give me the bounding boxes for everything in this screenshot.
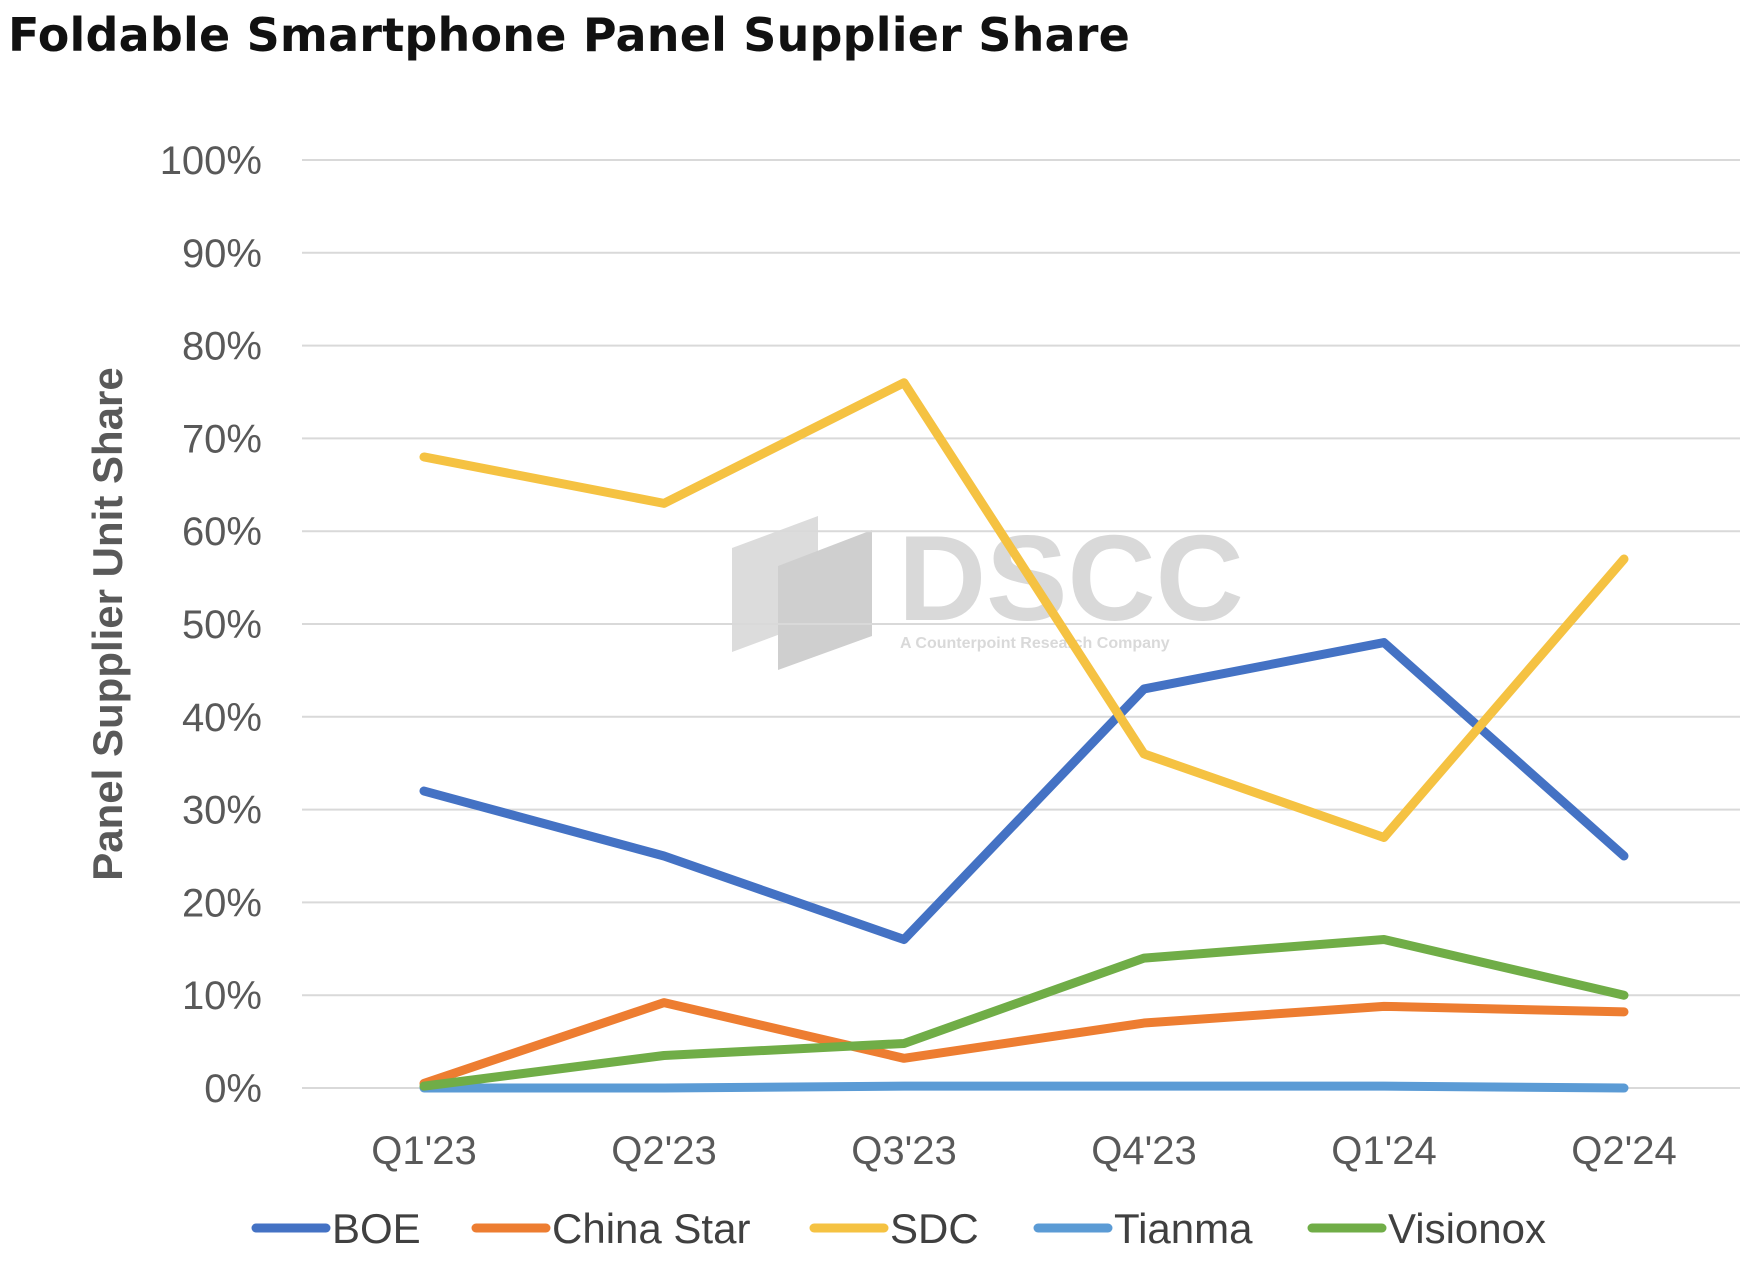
series-line-boe: [419, 638, 1629, 945]
y-tick-label: 20%: [182, 881, 262, 925]
y-tick-label: 10%: [182, 974, 262, 1018]
y-tick-label: 40%: [182, 696, 262, 740]
watermark-logo-shape: [778, 530, 872, 670]
legend-label: China Star: [552, 1205, 750, 1252]
watermark-tagline: A Counterpoint Research Company: [900, 635, 1170, 652]
y-tick-label: 50%: [182, 603, 262, 647]
legend-label: BOE: [332, 1205, 421, 1252]
legend-label: SDC: [890, 1205, 979, 1252]
series-line-tianma: [419, 1081, 1629, 1093]
x-tick-label: Q4'23: [1091, 1129, 1197, 1173]
legend-label: Tianma: [1114, 1205, 1253, 1252]
series-line-sdc: [419, 378, 1629, 842]
x-tick-label: Q2'24: [1571, 1129, 1677, 1173]
x-tick-label: Q3'23: [851, 1129, 957, 1173]
legend: BOE China Star SDC Tianma Visionox: [251, 1205, 1546, 1252]
y-tick-label: 90%: [182, 232, 262, 276]
series-line-visionox: [419, 935, 1629, 1091]
legend-label: Visionox: [1388, 1205, 1546, 1252]
y-tick-label: 70%: [182, 417, 262, 461]
y-tick-label: 100%: [160, 139, 262, 183]
y-axis-ticks: 0% 10% 20% 30% 40% 50% 60% 70% 80% 90% 100%: [160, 139, 262, 1111]
y-tick-label: 30%: [182, 789, 262, 833]
y-tick-label: 60%: [182, 510, 262, 554]
series-lines: [419, 378, 1629, 1093]
y-axis-label: Panel Supplier Unit Share: [84, 367, 131, 880]
x-tick-label: Q1'23: [371, 1129, 477, 1173]
chart-title: Foldable Smartphone Panel Supplier Share: [8, 8, 1131, 62]
x-axis-ticks: Q1'23 Q2'23 Q3'23 Q4'23 Q1'24 Q2'24: [371, 1129, 1677, 1173]
gridlines: [302, 159, 1740, 1089]
x-tick-label: Q1'24: [1331, 1129, 1437, 1173]
y-tick-label: 80%: [182, 325, 262, 369]
x-tick-label: Q2'23: [611, 1129, 717, 1173]
y-tick-label: 0%: [204, 1067, 262, 1111]
watermark: DSCC A Counterpoint Research Company: [732, 510, 1244, 670]
series-line-china-star: [419, 998, 1629, 1088]
